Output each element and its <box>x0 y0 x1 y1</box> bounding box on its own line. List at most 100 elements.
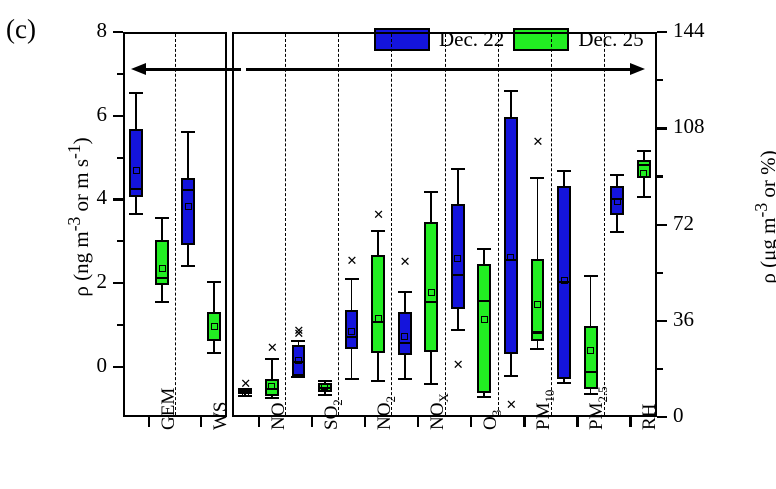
whisker-cap-upper <box>450 168 465 171</box>
x-tick <box>416 417 420 427</box>
whisker-lower <box>589 388 592 395</box>
x-axis-label-no: NO <box>267 402 289 430</box>
mean-marker <box>210 323 218 331</box>
y-minor-tick-left <box>117 323 123 327</box>
whisker-lower <box>213 340 215 354</box>
panel-separator <box>338 34 340 415</box>
y-tick-label-left: 8 <box>96 18 108 42</box>
mean-marker <box>427 288 435 296</box>
whisker-cap-lower <box>344 378 359 381</box>
box-body <box>264 378 279 397</box>
x-axis-label-nox: NOX <box>426 393 451 430</box>
mean-marker <box>241 389 249 397</box>
mean-marker <box>401 333 409 341</box>
median-line <box>155 277 169 280</box>
mean-marker <box>640 169 648 177</box>
x-axis-label-ws: WS <box>210 401 231 431</box>
whisker-lower <box>456 309 459 330</box>
whisker-lower <box>377 353 379 382</box>
outlier-marker: ✕ <box>452 356 464 372</box>
box-body <box>291 345 306 376</box>
whisker-upper <box>510 91 512 117</box>
y-minor-tick-right <box>657 271 663 274</box>
outlier-marker: ✕ <box>399 254 411 270</box>
whisker-lower <box>350 349 353 380</box>
whisker-lower <box>616 215 619 233</box>
mean-marker <box>268 382 276 390</box>
whisker-cap-upper <box>129 91 143 94</box>
median-line <box>397 341 412 344</box>
median-line <box>530 331 545 334</box>
mean-marker <box>158 264 166 272</box>
legend-label-dec22: Dec. 22 <box>439 27 505 51</box>
mean-marker <box>507 253 515 261</box>
whisker-cap-lower <box>583 393 598 396</box>
whisker-cap-upper <box>207 281 221 284</box>
x-tick <box>363 417 367 427</box>
x-tick <box>257 417 260 427</box>
whisker-cap-lower <box>557 381 572 384</box>
whisker-upper <box>213 282 215 312</box>
median-line <box>318 386 332 389</box>
box-body <box>477 264 492 393</box>
y-minor-tick-right <box>657 79 663 82</box>
whisker-lower <box>642 177 645 198</box>
panel-label: (c) <box>6 14 36 44</box>
box-body <box>181 177 195 245</box>
mean-marker <box>560 277 568 285</box>
whisker-cap-upper <box>155 217 169 220</box>
outlier-marker: ✕ <box>266 340 278 356</box>
median-line <box>344 335 359 338</box>
whisker-cap-upper <box>557 169 572 172</box>
outlier-marker: ✕ <box>293 326 305 342</box>
x-axis-label-pm25: PM2.5 <box>586 386 611 430</box>
x-axis-label-rh: RH <box>639 403 661 430</box>
mean-marker <box>587 347 595 355</box>
box-body <box>530 258 545 341</box>
y-tick-label-right: 36 <box>673 306 694 331</box>
whisker-cap-lower <box>397 378 412 381</box>
left-axis-arrow-line <box>137 68 241 71</box>
y-tick-right <box>657 127 667 130</box>
x-tick <box>200 417 203 427</box>
whisker-cap-lower <box>129 213 143 216</box>
median-line <box>181 189 195 192</box>
y-tick-label-right: 0 <box>673 403 684 427</box>
y-tick-left <box>113 198 123 201</box>
whisker-cap-lower <box>636 196 651 199</box>
y-tick-left <box>113 282 123 285</box>
whisker-lower <box>430 352 433 385</box>
whisker-upper <box>616 175 619 186</box>
whisker-cap-upper <box>477 247 492 250</box>
mean-marker <box>132 167 140 175</box>
median-line <box>424 300 439 304</box>
whisker-cap-lower <box>155 300 169 303</box>
whisker-lower <box>483 392 486 397</box>
mean-marker <box>480 316 488 324</box>
whisker-upper <box>642 151 645 160</box>
whisker-cap-lower <box>424 383 439 386</box>
x-axis-label-no2: NO2 <box>373 396 398 430</box>
outlier-marker: ✕ <box>293 323 305 339</box>
median-line <box>557 281 571 284</box>
box-body <box>371 254 385 354</box>
median-line <box>129 187 143 191</box>
panel-separator <box>391 34 393 415</box>
right-axis-arrow-head <box>630 63 645 75</box>
box-body <box>610 186 625 216</box>
whisker-cap-upper <box>371 229 386 232</box>
